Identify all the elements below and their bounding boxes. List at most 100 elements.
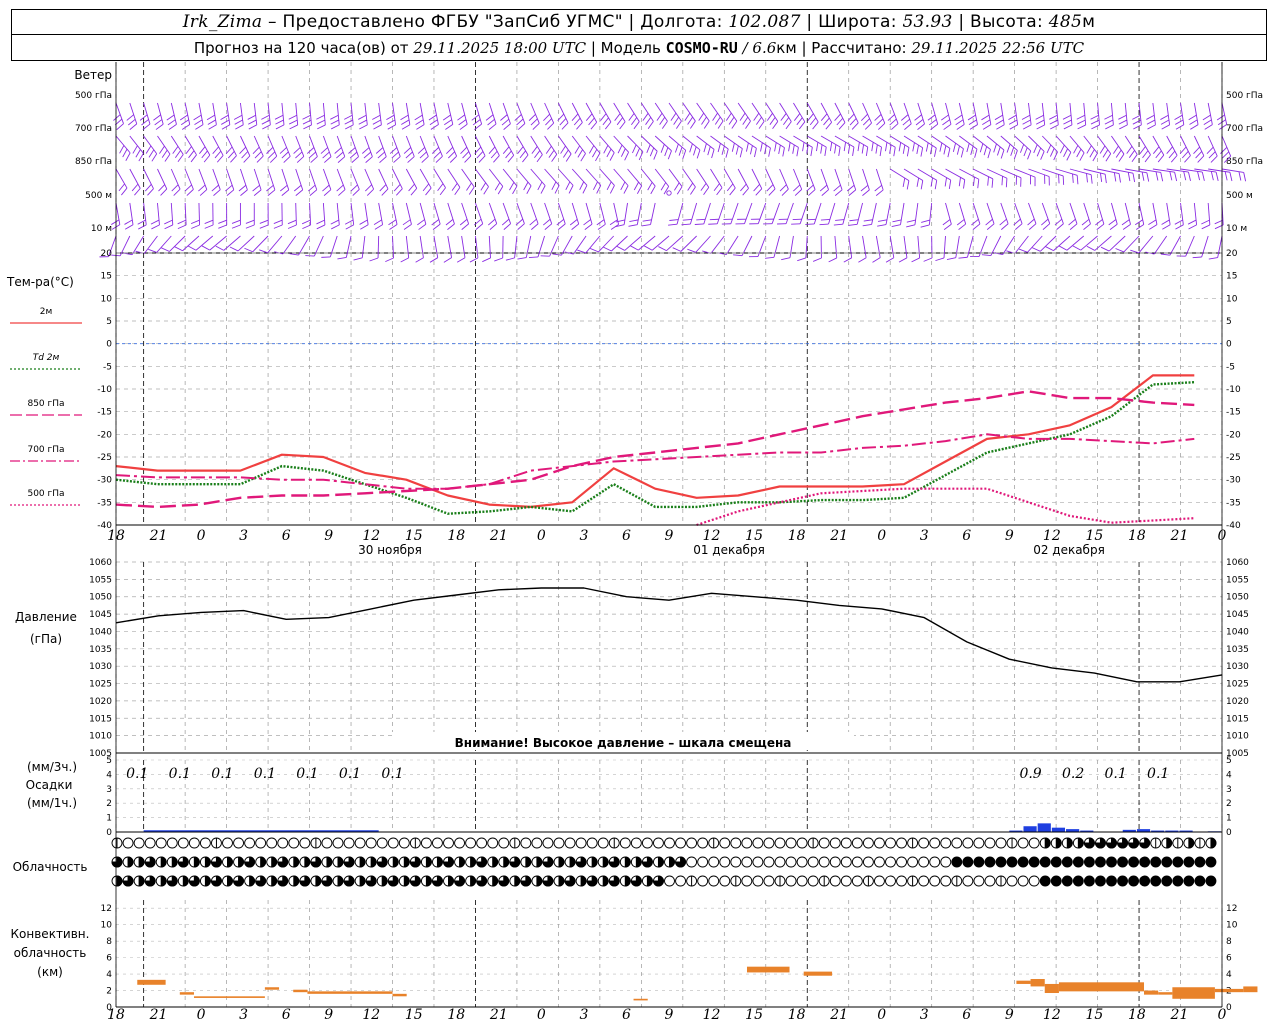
wind-barb-flag: [858, 257, 867, 263]
cloud-symbol: [166, 837, 178, 849]
wind-barb: [1166, 168, 1189, 173]
wind-barb-flag: [996, 124, 1005, 130]
pressure-ytick-right: 1005: [1226, 749, 1249, 759]
wind-barb: [757, 202, 767, 224]
wind-barb-flag: [793, 113, 801, 121]
cloud-symbol: [818, 856, 830, 868]
wind-barb: [195, 235, 214, 251]
wind-barb-flag: [428, 114, 437, 121]
wind-barb-flag: [785, 121, 792, 130]
wind-barb-flag: [668, 223, 678, 226]
wind-barb-flag: [150, 219, 160, 225]
wind-barb: [350, 135, 359, 157]
wind-barb-flag: [948, 179, 952, 189]
wind-barb: [842, 202, 850, 225]
cloud-symbol-fill: [144, 875, 156, 887]
cloud-symbol-fill: [630, 875, 642, 887]
wind-barb-flag: [111, 219, 120, 225]
conv-ytick-right: 0: [1226, 1003, 1232, 1013]
wind-barb-flag: [682, 150, 687, 159]
wind-barb: [322, 102, 326, 125]
wind-barb: [695, 235, 711, 253]
wind-barb: [986, 102, 992, 125]
wind-barb-flag: [1089, 149, 1095, 158]
header-line-1: Irk_Zima – Предоставлено ФГБУ "ЗапСиб УГ…: [11, 9, 1267, 35]
wind-barb-flag: [1201, 224, 1211, 230]
wind-barb: [488, 202, 498, 224]
wind-barb: [696, 102, 710, 122]
wind-barb: [959, 168, 979, 180]
wind-barb: [392, 235, 394, 258]
cloud-symbol-fill: [204, 856, 211, 868]
wind-barb-flag: [336, 151, 344, 159]
wind-barb: [198, 102, 204, 125]
wind-barb-flag: [188, 150, 195, 159]
wind-barb: [544, 202, 553, 224]
wind-barb: [212, 102, 217, 125]
wind-barb-flag: [1033, 144, 1038, 154]
cloud-symbol-fill: [376, 856, 388, 868]
cloud-symbol-fill: [244, 856, 256, 868]
wind-barb-flag: [181, 124, 190, 130]
cloud-symbol: [1050, 856, 1062, 868]
wind-barb-flag: [514, 114, 522, 121]
wind-barb-flag: [674, 182, 680, 191]
wind-barb-flag: [254, 151, 262, 159]
cloud-symbol-fill: [608, 856, 620, 868]
time-axis-hour-bottom: 15: [405, 1007, 423, 1023]
wind-barb: [1014, 168, 1036, 178]
wind-barb-flag: [381, 188, 389, 196]
cloud-symbol: [741, 875, 753, 887]
wind-barb: [1028, 102, 1032, 125]
wind-barb: [1055, 202, 1064, 224]
time-axis-hour-bottom: 9: [324, 1007, 333, 1023]
wind-barb-flag: [1115, 149, 1122, 158]
wind-barb-flag: [185, 146, 192, 154]
wind-barb-flag: [1086, 245, 1096, 251]
wind-barb: [1221, 168, 1244, 173]
cloud-symbol-fill: [1094, 837, 1106, 849]
wind-barb-flag: [833, 184, 841, 192]
cloud-symbol: [885, 837, 896, 849]
wind-barb-flag: [991, 178, 994, 188]
wind-barb-flag: [174, 246, 183, 252]
wind-barb-flag: [128, 118, 136, 126]
wind-barb: [751, 135, 771, 149]
wind-barb: [557, 202, 566, 225]
time-axis-hour-bottom: 12: [362, 1007, 380, 1023]
wind-barb: [405, 235, 410, 258]
conv-cloud-bar: [1243, 986, 1258, 993]
wind-barb-flag: [828, 257, 837, 263]
wind-barb: [313, 235, 324, 257]
wind-barb-flag: [456, 257, 466, 263]
wind-barb-flag: [193, 114, 202, 121]
wind-barb-flag: [1076, 114, 1086, 120]
wind-barb-flag: [531, 223, 539, 230]
cloud-symbol-fill: [166, 875, 178, 887]
wind-barb-flag: [711, 149, 715, 159]
time-axis-hour-bottom: 18: [788, 1007, 806, 1023]
temp-series-line: [115, 381, 1195, 515]
wind-barb-flag: [596, 219, 605, 226]
wind-barb: [990, 235, 1002, 256]
wind-barb: [1153, 235, 1168, 255]
wind-barb: [239, 102, 244, 125]
wind-barb-flag: [1109, 223, 1118, 230]
wind-barb: [1111, 135, 1125, 155]
wind-barb-flag: [660, 182, 667, 191]
wind-barb-flag: [906, 147, 910, 157]
wind-barb: [1208, 168, 1230, 173]
wind-barb-flag: [279, 184, 288, 192]
cloud-symbol: [785, 875, 797, 887]
wind-barb-flag: [985, 218, 993, 226]
wind-barb-flag: [126, 114, 134, 121]
wind-barb: [666, 235, 684, 251]
wind-barb-flag: [885, 142, 888, 152]
wind-barb-flag: [604, 121, 612, 130]
wind-barb-flag: [387, 124, 396, 130]
wind-barb-flag: [981, 114, 990, 121]
wind-barb-flag: [266, 147, 274, 154]
wind-barb-flag: [753, 112, 760, 121]
wind-barb-flag: [488, 123, 497, 130]
wind-barb: [1180, 168, 1203, 173]
